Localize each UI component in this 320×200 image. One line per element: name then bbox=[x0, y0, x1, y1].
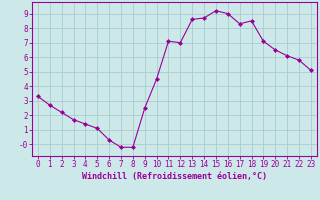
X-axis label: Windchill (Refroidissement éolien,°C): Windchill (Refroidissement éolien,°C) bbox=[82, 172, 267, 181]
